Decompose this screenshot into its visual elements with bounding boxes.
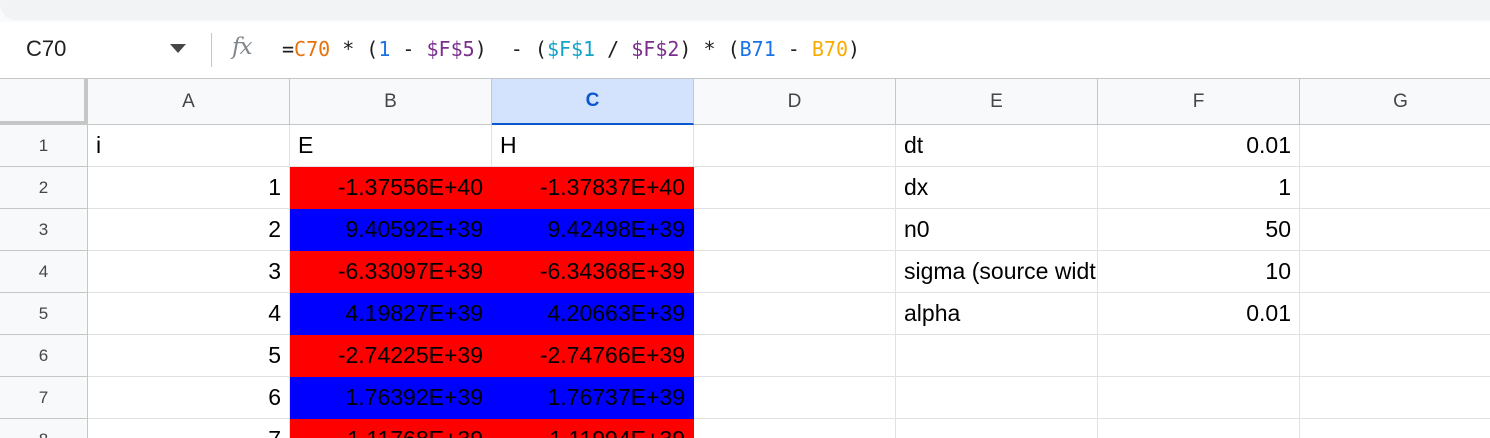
cell-b2[interactable]: -1.37556E+40 <box>290 167 492 209</box>
cell-c6[interactable]: -2.74766E+39 <box>492 335 694 377</box>
formula-token: $F$1 <box>546 37 596 61</box>
formula-token: 1 <box>378 37 391 61</box>
cell-d1[interactable] <box>694 125 896 167</box>
cell-g4[interactable] <box>1300 251 1490 293</box>
cell-f3[interactable]: 50 <box>1098 209 1300 251</box>
cell-b7[interactable]: 1.76392E+39 <box>290 377 492 419</box>
cell-g6[interactable] <box>1300 335 1490 377</box>
column-header-b[interactable]: B <box>290 79 492 125</box>
cell-d8[interactable] <box>694 419 896 438</box>
cell-f7[interactable] <box>1098 377 1300 419</box>
cell-f2[interactable]: 1 <box>1098 167 1300 209</box>
formula-token: ) - ( <box>474 37 547 61</box>
column-header-d[interactable]: D <box>694 79 896 125</box>
column-header-c[interactable]: C <box>492 79 694 125</box>
column-header-a[interactable]: A <box>88 79 290 125</box>
cell-a3[interactable]: 2 <box>88 209 290 251</box>
formula-token: B70 <box>811 37 848 61</box>
cell-b6[interactable]: -2.74225E+39 <box>290 335 492 377</box>
cell-e4[interactable]: sigma (source width) <box>896 251 1098 293</box>
cell-e2[interactable]: dx <box>896 167 1098 209</box>
column-header-e[interactable]: E <box>896 79 1098 125</box>
formula-token: $F$5 <box>426 37 475 61</box>
cell-c1[interactable]: H <box>492 125 694 167</box>
column-header-f[interactable]: F <box>1098 79 1300 125</box>
column-header-g[interactable]: G <box>1300 79 1490 125</box>
cell-f4[interactable]: 10 <box>1098 251 1300 293</box>
select-all-corner[interactable] <box>0 79 88 125</box>
formula-token: * ( <box>330 37 379 61</box>
cell-e7[interactable] <box>896 377 1098 419</box>
formula-token: ) * ( <box>679 37 740 61</box>
cell-b4[interactable]: -6.33097E+39 <box>290 251 492 293</box>
cell-g3[interactable] <box>1300 209 1490 251</box>
row-header-8[interactable]: 8 <box>0 419 88 438</box>
row-header-3[interactable]: 3 <box>0 209 88 251</box>
formula-bar: C70 fx =C70 * (1 - $F$5) - ($F$1 / $F$2)… <box>0 22 1490 79</box>
cell-f5[interactable]: 0.01 <box>1098 293 1300 335</box>
formula-token: B71 <box>739 37 776 61</box>
cell-a5[interactable]: 4 <box>88 293 290 335</box>
cell-c5[interactable]: 4.20663E+39 <box>492 293 694 335</box>
cell-d4[interactable] <box>694 251 896 293</box>
cell-f6[interactable] <box>1098 335 1300 377</box>
cell-a2[interactable]: 1 <box>88 167 290 209</box>
formula-token: $F$2 <box>631 37 680 61</box>
cell-b1[interactable]: E <box>290 125 492 167</box>
cell-a8[interactable]: 7 <box>88 419 290 438</box>
formula-token: ) <box>848 37 861 61</box>
cell-e6[interactable] <box>896 335 1098 377</box>
formula-token: - <box>775 37 812 61</box>
cell-d6[interactable] <box>694 335 896 377</box>
cell-g7[interactable] <box>1300 377 1490 419</box>
cell-c4[interactable]: -6.34368E+39 <box>492 251 694 293</box>
cell-d2[interactable] <box>694 167 896 209</box>
cell-a4[interactable]: 3 <box>88 251 290 293</box>
cell-e3[interactable]: n0 <box>896 209 1098 251</box>
cell-b8[interactable]: -1.11768E+39 <box>290 419 492 438</box>
cell-c2[interactable]: -1.37837E+40 <box>492 167 694 209</box>
name-box-dropdown-icon[interactable] <box>170 44 186 53</box>
cell-d5[interactable] <box>694 293 896 335</box>
row-header-6[interactable]: 6 <box>0 335 88 377</box>
formula-token: = <box>282 37 295 61</box>
cell-c7[interactable]: 1.76737E+39 <box>492 377 694 419</box>
cell-g1[interactable] <box>1300 125 1490 167</box>
row-header-5[interactable]: 5 <box>0 293 88 335</box>
name-box[interactable]: C70 <box>26 36 67 61</box>
row-header-1[interactable]: 1 <box>0 125 88 167</box>
toolbar-edge <box>0 0 1490 20</box>
formula-token: / <box>595 37 632 61</box>
cell-c3[interactable]: 9.42498E+39 <box>492 209 694 251</box>
formula-token: - <box>390 37 427 61</box>
row-header-2[interactable]: 2 <box>0 167 88 209</box>
cell-b5[interactable]: 4.19827E+39 <box>290 293 492 335</box>
cell-e8[interactable] <box>896 419 1098 438</box>
cell-a1[interactable]: i <box>88 125 290 167</box>
cell-f1[interactable]: 0.01 <box>1098 125 1300 167</box>
cell-b3[interactable]: 9.40592E+39 <box>290 209 492 251</box>
cell-g2[interactable] <box>1300 167 1490 209</box>
cell-d7[interactable] <box>694 377 896 419</box>
cell-g5[interactable] <box>1300 293 1490 335</box>
cell-g8[interactable] <box>1300 419 1490 438</box>
cell-c8[interactable]: -1.11994E+39 <box>492 419 694 438</box>
top-strip <box>0 0 1490 22</box>
formula-bar-divider <box>211 33 212 67</box>
cell-f8[interactable] <box>1098 419 1300 438</box>
cell-e1[interactable]: dt <box>896 125 1098 167</box>
formula-input[interactable]: =C70 * (1 - $F$5) - ($F$1 / $F$2) * (B71… <box>282 37 860 61</box>
cell-d3[interactable] <box>694 209 896 251</box>
row-header-7[interactable]: 7 <box>0 377 88 419</box>
fx-icon: fx <box>232 34 253 60</box>
row-header-4[interactable]: 4 <box>0 251 88 293</box>
cell-a7[interactable]: 6 <box>88 377 290 419</box>
cell-e5[interactable]: alpha <box>896 293 1098 335</box>
cell-a6[interactable]: 5 <box>88 335 290 377</box>
formula-token: C70 <box>294 37 331 61</box>
